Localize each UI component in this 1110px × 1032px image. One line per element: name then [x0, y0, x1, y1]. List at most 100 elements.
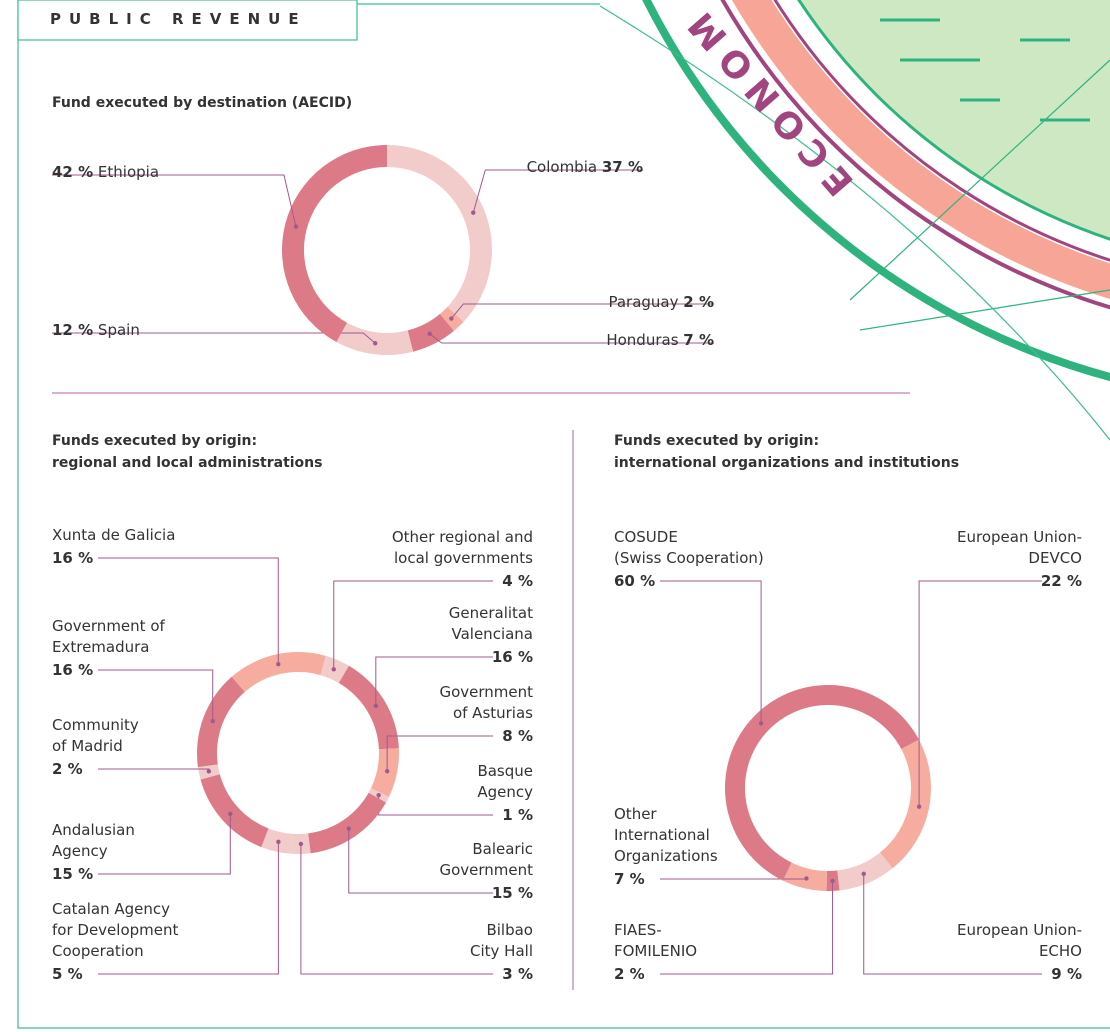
value-label: 9 %: [1051, 965, 1082, 983]
value-label: 2 %: [683, 293, 714, 311]
leader-dot: [861, 871, 866, 877]
value-label: 42 %: [52, 163, 94, 181]
donut-slice: [197, 676, 245, 768]
page-title: PUBLIC REVENUE: [50, 10, 307, 28]
donut-slice: [782, 862, 827, 891]
donut-slice: [338, 665, 399, 750]
leader-dot: [758, 721, 764, 726]
category-label: Basque Agency: [477, 762, 533, 801]
slice-label: 12 % Spain: [52, 320, 140, 341]
leader-dot: [373, 341, 378, 346]
leader-dot: [804, 876, 809, 881]
leader-dot: [384, 769, 390, 774]
leader-line: [333, 580, 493, 670]
value-label: 15 %: [52, 865, 94, 883]
category-label: European Union- ECHO: [957, 921, 1082, 960]
leader-dot: [346, 826, 351, 831]
decoration: ECONOM: [599, 0, 1110, 441]
leader-dot: [276, 661, 281, 667]
value-label: 2 %: [614, 965, 645, 983]
category-label: Other regional and local governments: [391, 528, 533, 567]
slice-label: 42 % Ethiopia: [52, 162, 159, 183]
category-label: Community of Madrid: [52, 716, 139, 755]
leader-line: [300, 843, 493, 975]
leader-dot: [916, 804, 922, 809]
category-label: Honduras: [606, 331, 679, 349]
value-label: 16 %: [491, 648, 533, 666]
leader-line: [98, 669, 214, 722]
value-label: 15 %: [491, 884, 533, 902]
category-label: Spain: [97, 321, 140, 339]
leader-dot: [373, 703, 379, 709]
leader-line: [386, 735, 493, 772]
value-label: 7 %: [614, 870, 645, 888]
category-label: Other International Organizations: [614, 805, 718, 865]
chart-title: Funds executed by origin: regional and l…: [52, 433, 323, 471]
value-label: 16 %: [52, 661, 94, 679]
frame: [17, 0, 1110, 1029]
donut-slice: [880, 739, 931, 869]
value-label: 3 %: [502, 965, 533, 983]
leader-line: [375, 656, 493, 706]
leader-line: [52, 332, 376, 344]
value-label: 1 %: [502, 806, 533, 824]
leader-line: [863, 873, 1042, 975]
donut-slice: [231, 652, 326, 692]
leader-line: [450, 303, 714, 319]
value-label: 12 %: [52, 321, 94, 339]
leader-dot: [228, 811, 233, 816]
leader-line: [98, 557, 279, 665]
value-label: 16 %: [52, 549, 94, 567]
category-label: Colombia: [526, 158, 598, 176]
value-label: 2 %: [52, 760, 83, 778]
value-label: 8 %: [502, 727, 533, 745]
leader-dot: [210, 718, 215, 724]
leader-dot: [298, 841, 304, 847]
leader-dot: [331, 667, 336, 672]
category-label: Government of Asturias: [439, 683, 533, 722]
category-label: Balearic Government: [439, 840, 533, 879]
value-label: 5 %: [52, 965, 83, 983]
donut-slice: [282, 145, 387, 343]
leader-line: [660, 880, 834, 975]
leader-dot: [276, 839, 281, 845]
donut-slice: [200, 774, 269, 848]
chart-title: Fund executed by destination (AECID): [52, 95, 353, 111]
donut-slice: [336, 322, 414, 355]
leader-line: [660, 580, 762, 724]
donut-slice: [370, 748, 399, 797]
category-label: Paraguay: [608, 293, 679, 311]
category-label: Andalusian Agency: [52, 821, 135, 860]
leader-dot: [376, 792, 381, 798]
donut-slice: [308, 792, 387, 854]
leader-line: [348, 828, 493, 894]
title-box: [17, 0, 358, 41]
slice-label: Honduras 7 %: [606, 330, 714, 351]
value-label: 37 %: [601, 158, 643, 176]
leader-line: [472, 169, 643, 213]
value-label: 60 %: [614, 572, 656, 590]
leader-line: [429, 333, 714, 344]
donut-slice: [387, 145, 493, 322]
leader-line: [918, 580, 1042, 807]
category-label: FIAES- FOMILENIO: [614, 921, 698, 960]
leader-dot: [427, 331, 432, 336]
category-label: Ethiopia: [97, 163, 160, 181]
category-label: COSUDE (Swiss Cooperation): [614, 528, 764, 567]
category-label: Government of Extremadura: [52, 617, 165, 656]
leader-line: [98, 768, 210, 772]
leader-dot: [206, 769, 212, 774]
slice-label: Paraguay 2 %: [608, 292, 714, 313]
leader-dot: [293, 224, 299, 229]
value-label: 7 %: [683, 331, 714, 349]
category-label: Generalitat Valenciana: [448, 604, 533, 643]
leader-dot: [449, 316, 454, 321]
slice-label: Colombia 37 %: [527, 157, 643, 178]
leader-dot: [830, 878, 835, 884]
leader-line: [98, 841, 279, 975]
leader-line: [52, 174, 297, 227]
leader-line: [98, 813, 231, 875]
category-label: Catalan Agency for Development Cooperati…: [52, 900, 179, 960]
